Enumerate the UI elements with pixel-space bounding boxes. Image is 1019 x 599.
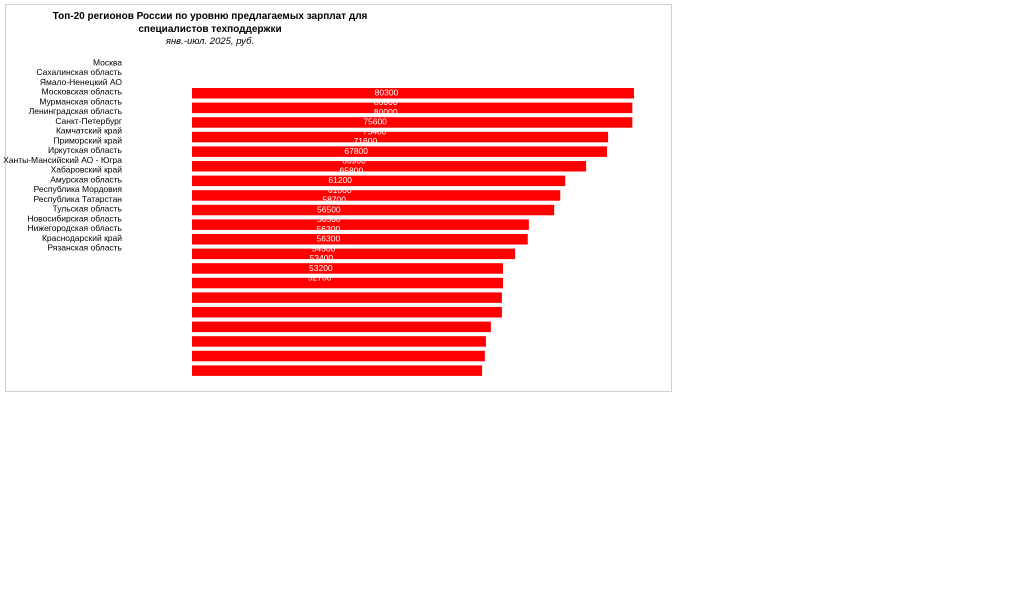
value-label: 52700 xyxy=(308,273,332,283)
category-label: Республика Татарстан xyxy=(34,194,123,204)
category-label: Камчатский край xyxy=(56,126,122,136)
category-label: Ленинградская область xyxy=(29,106,123,116)
value-label: 56500 xyxy=(317,204,341,214)
category-label: Амурская область xyxy=(50,174,122,184)
category-label: Республика Мордовия xyxy=(34,184,123,194)
category-label: Хабаровский край xyxy=(51,165,123,175)
bar xyxy=(192,234,528,245)
bar xyxy=(192,350,485,362)
category-label: Сахалинская область xyxy=(36,67,122,77)
value-label: 67800 xyxy=(344,146,368,156)
value-label: 61200 xyxy=(328,175,352,185)
bar xyxy=(192,307,502,318)
category-label: Краснодарский край xyxy=(42,233,122,243)
category-label: Нижегородская область xyxy=(28,223,123,233)
bar xyxy=(192,161,587,172)
category-label: Московская область xyxy=(42,87,123,97)
value-label: 80000 xyxy=(374,97,398,107)
bar xyxy=(192,204,555,216)
category-label: Приморский край xyxy=(53,135,122,145)
bar xyxy=(192,131,609,143)
bar xyxy=(192,175,566,187)
bar xyxy=(192,88,634,99)
value-label: 71600 xyxy=(354,136,378,146)
value-label: 65800 xyxy=(340,165,364,175)
bar xyxy=(192,117,633,128)
bar xyxy=(192,321,491,333)
category-label: Иркутская область xyxy=(48,145,123,155)
value-label: 75400 xyxy=(363,126,387,136)
bar xyxy=(192,248,516,260)
category-label: Рязанская область xyxy=(47,243,122,253)
value-label: 56300 xyxy=(317,234,341,244)
category-label: Ямало-Ненецкий АО xyxy=(40,77,123,87)
value-label: 75600 xyxy=(363,117,387,127)
chart-frame xyxy=(5,4,672,392)
category-label: Мурманская область xyxy=(39,96,122,106)
bar xyxy=(192,146,608,157)
chart-title: Топ-20 регионов России по уровню предлаг… xyxy=(52,11,368,35)
bar xyxy=(192,263,503,274)
bar xyxy=(192,102,633,114)
value-label: 56300 xyxy=(317,224,341,234)
value-label: 80000 xyxy=(374,107,398,117)
bar xyxy=(192,365,483,376)
category-label: Новосибирская область xyxy=(27,213,122,223)
category-label: Тульская область xyxy=(53,204,123,214)
value-label: 61000 xyxy=(328,185,352,195)
bar xyxy=(192,292,502,303)
category-label: Санкт-Петербург xyxy=(55,116,122,126)
category-label: Москва xyxy=(93,57,122,67)
bar xyxy=(192,219,529,230)
bar xyxy=(192,190,561,201)
value-label: 66900 xyxy=(342,156,366,166)
bar xyxy=(192,336,486,347)
value-label: 53400 xyxy=(310,253,334,263)
chart-subtitle: янв.-июл. 2025, руб. xyxy=(165,36,255,47)
bar xyxy=(192,277,503,289)
value-label: 56500 xyxy=(317,214,341,224)
value-label: 54300 xyxy=(312,243,336,253)
category-label: Ханты-Мансийский АО - Югра xyxy=(3,155,122,165)
value-label: 80300 xyxy=(375,87,399,97)
value-label: 58700 xyxy=(322,195,346,205)
value-label: 53200 xyxy=(309,263,333,273)
